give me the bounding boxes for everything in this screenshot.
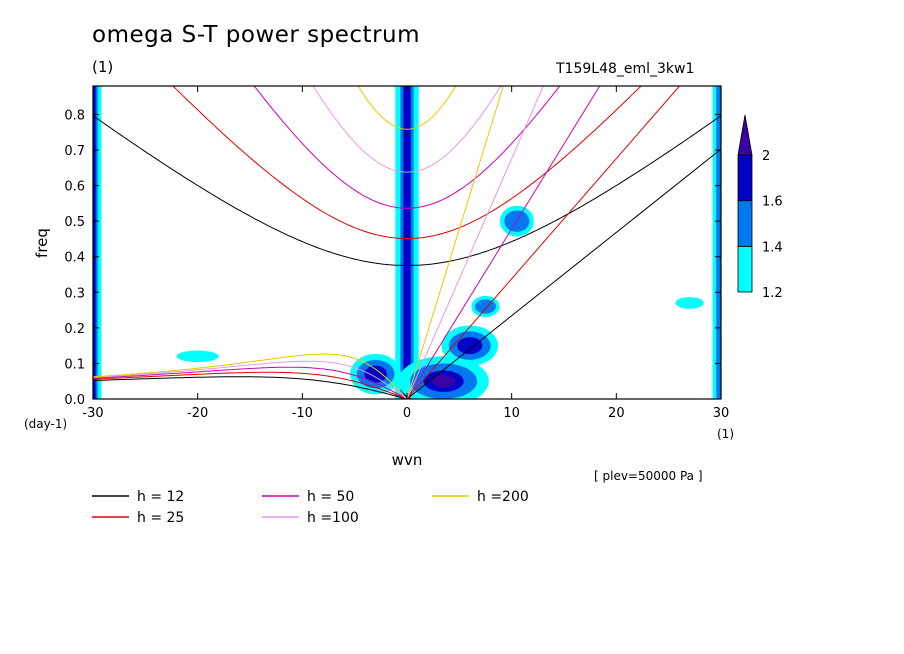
y-tick-label: 0.0 (64, 393, 85, 408)
x-tick-label: 10 (503, 406, 520, 421)
y-tick-label: 0.2 (64, 322, 85, 337)
chart-title: omega S-T power spectrum (92, 22, 421, 48)
rossby-curve (93, 353, 408, 399)
x-tick-label: -30 (82, 406, 103, 421)
shading-blob-inner (457, 337, 483, 355)
y-tick-label: 0.1 (64, 357, 85, 372)
chart-subtitle: (1) (92, 58, 114, 76)
plev-label: [ plev=50000 Pa ] (594, 469, 703, 483)
dispersion-curves (93, 86, 721, 399)
colorbar-segment (737, 154, 753, 202)
legend-label: h =100 (307, 510, 359, 526)
gravity-curve (93, 115, 721, 266)
x-tick-label: 0 (403, 406, 411, 421)
rossby-curve (93, 371, 408, 399)
colorbar-label: 1.2 (762, 286, 783, 301)
kelvin-curve (406, 86, 504, 399)
y-tick-label: 0.8 (64, 108, 85, 123)
y-axis-label: freq (33, 228, 51, 258)
colorbar-extend (737, 114, 753, 156)
y-tick-label: 0.4 (64, 251, 85, 266)
colorbar-label: 2 (762, 149, 770, 164)
gravity-curve (357, 86, 457, 130)
y-tick-label: 0.7 (64, 144, 85, 159)
legend-label: h = 12 (137, 489, 184, 505)
kelvin-curve (406, 148, 721, 399)
legend-label: h = 50 (307, 489, 354, 505)
x-tick-label: 20 (608, 406, 625, 421)
legend-label: h =200 (477, 489, 529, 505)
kelvin-curve (406, 86, 601, 399)
rossby-curve (93, 366, 408, 399)
x-tick-label: -20 (187, 406, 208, 421)
y-tick-label: 0.6 (64, 180, 85, 195)
axes: -30 -20 -10 0 10 20 30 0.0 0.1 0.2 0.3 0.4 0.5 0.6 0.7… (24, 86, 734, 469)
gravity-curve (172, 86, 642, 240)
shading-blob-inner (364, 365, 387, 383)
shading-band-core (93, 86, 96, 399)
gravity-curve (312, 86, 502, 173)
run-label: T159L48_eml_3kw1 (556, 61, 695, 77)
shading-band-core (718, 86, 721, 399)
rossby-curve (93, 360, 408, 399)
y-tick-label: 0.3 (64, 286, 85, 301)
gravity-curve (253, 86, 561, 209)
shading-band-core (403, 86, 411, 399)
x-axis-label: wvn (392, 451, 423, 469)
power-shading (93, 86, 721, 399)
colorbar-segment (737, 245, 753, 293)
kelvin-curve (406, 86, 544, 399)
x-unit-label: (1) (717, 427, 734, 441)
colorbar-label: 1.6 (762, 195, 783, 210)
shading-blob-core (431, 374, 456, 388)
legend-label: h = 25 (137, 510, 184, 526)
y-unit-label: (day-1) (24, 417, 67, 431)
legend: h = 12 h = 25 h = 50 h =100 h =200 (92, 489, 529, 526)
colorbar-label: 1.4 (762, 240, 783, 255)
kelvin-curve (406, 86, 681, 399)
shading-blob-outer (176, 350, 219, 363)
y-tick-label: 0.5 (64, 215, 85, 230)
rossby-curve (93, 376, 408, 399)
colorbar: 1.2 1.4 1.6 2 (737, 114, 783, 301)
shading-blob-outer (675, 297, 704, 309)
x-tick-label: 30 (713, 406, 730, 421)
shading-blob-mid (475, 299, 496, 314)
colorbar-segment (737, 200, 753, 247)
x-tick-label: -10 (292, 406, 313, 421)
